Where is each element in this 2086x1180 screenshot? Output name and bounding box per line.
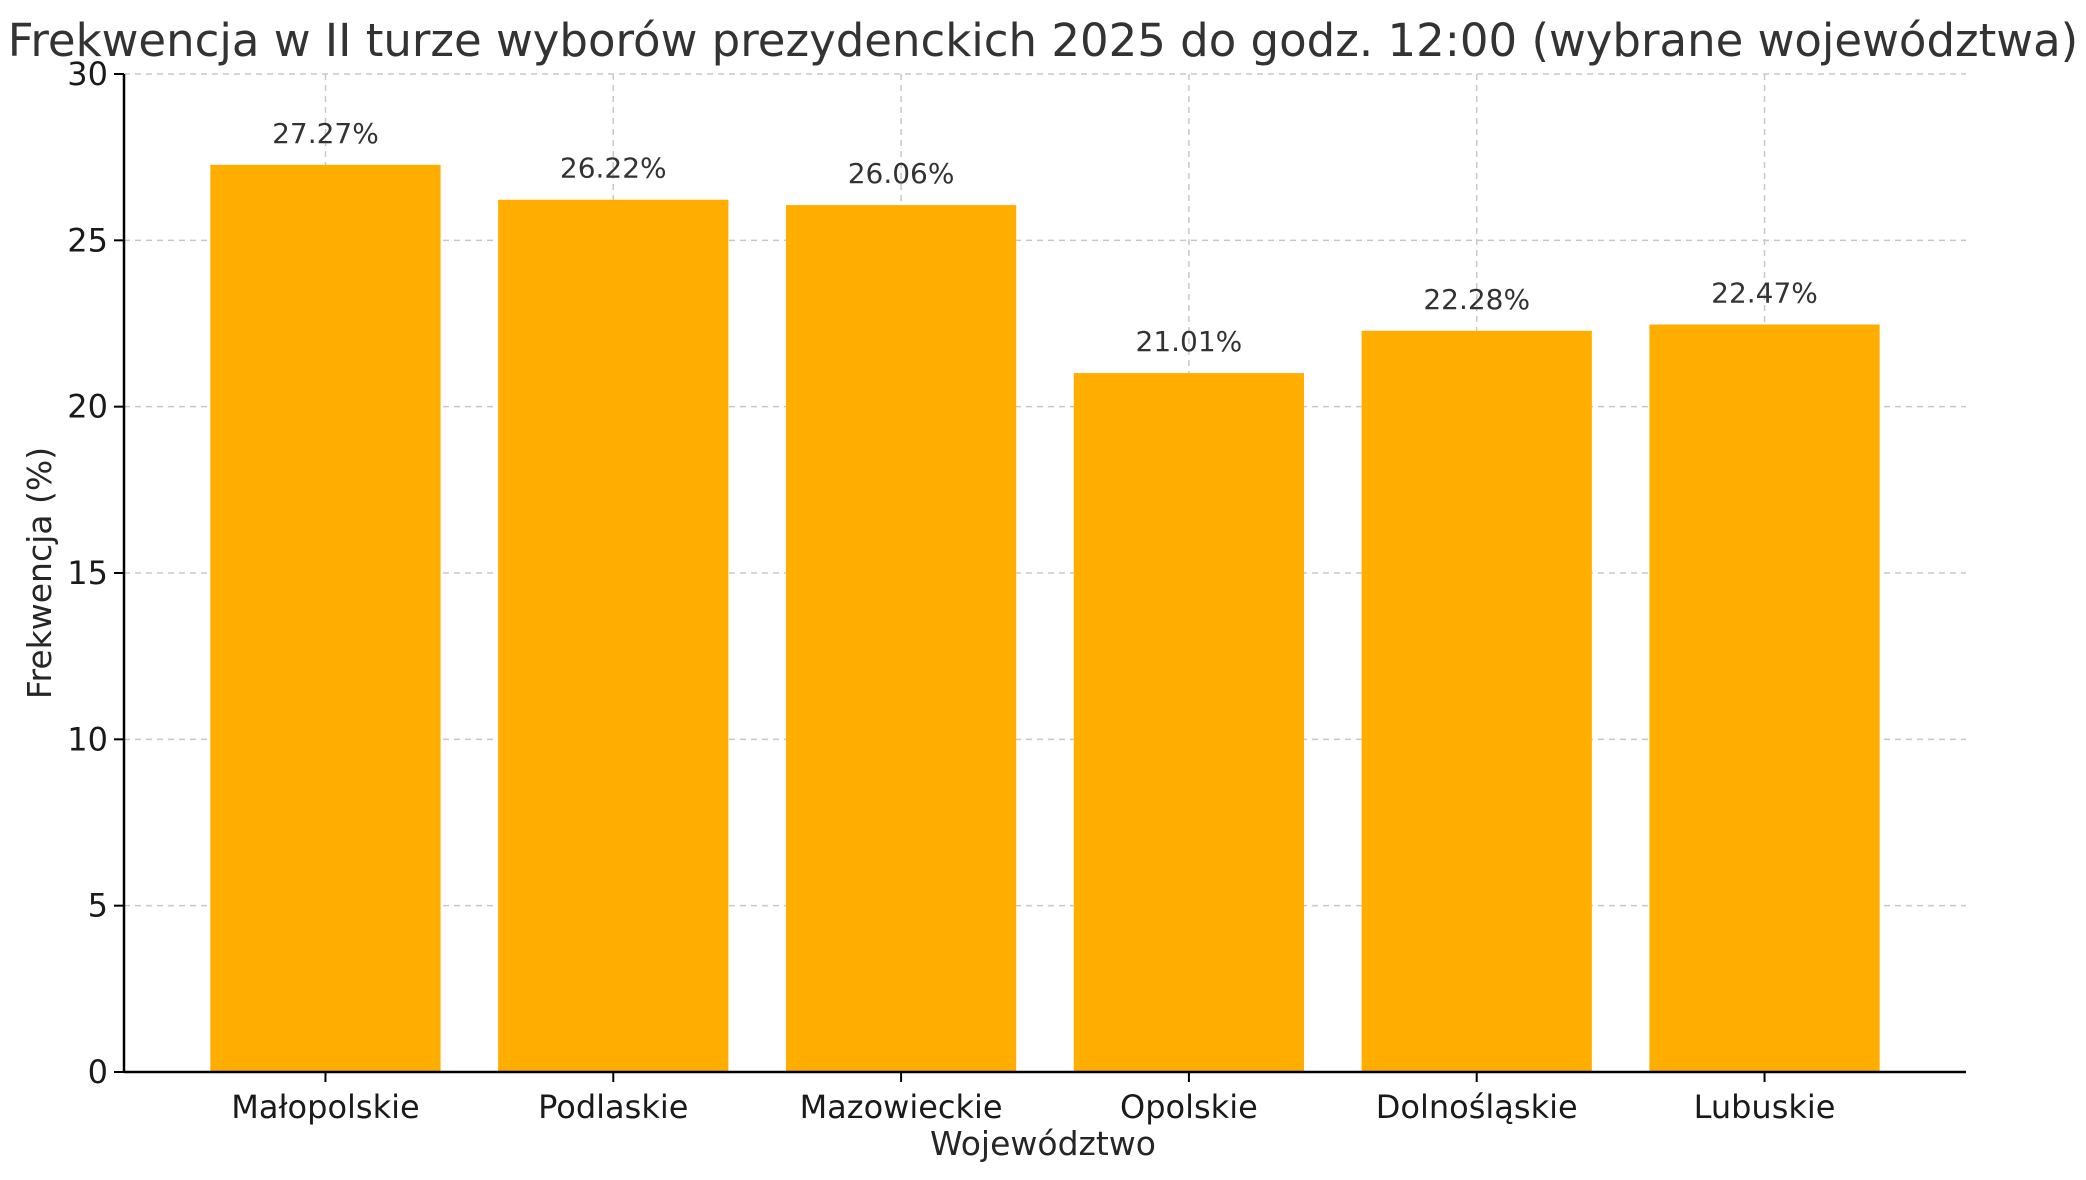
bar-data-label: 26.22%: [560, 152, 667, 185]
chart-title: Frekwencja w II turze wyborów prezydenck…: [8, 14, 2078, 67]
x-tick-label: Podlaskie: [538, 1088, 688, 1126]
x-tick-label: Lubuskie: [1694, 1088, 1836, 1126]
y-tick-label: 15: [67, 554, 108, 592]
bar: [210, 164, 441, 1072]
y-tick-label: 25: [67, 221, 108, 259]
y-tick-label: 0: [88, 1053, 108, 1091]
x-axis-title: Województwo: [930, 1124, 1156, 1163]
bar: [785, 205, 1017, 1072]
bar-data-label: 27.27%: [272, 117, 379, 150]
bar-data-label: 26.06%: [848, 157, 955, 190]
y-tick-label: 10: [67, 720, 108, 758]
x-tick-label: Dolnośląskie: [1376, 1088, 1578, 1126]
y-tick-label: 20: [67, 388, 108, 426]
bar: [498, 199, 729, 1073]
x-tick-label: Małopolskie: [231, 1088, 419, 1126]
bar-data-label: 21.01%: [1136, 325, 1243, 358]
data-labels: 27.27% 26.22% 26.06% 21.01% 22.28% 22.47%: [272, 117, 1818, 358]
y-tick-label: 5: [88, 887, 108, 925]
ticks: 0 5 10 15 20 25 30 Małopolskie Podlaskie Mazowiec…: [67, 55, 1835, 1126]
y-tick-label: 30: [67, 55, 108, 93]
x-tick-label: Opolskie: [1120, 1088, 1258, 1126]
bar: [1361, 330, 1592, 1072]
bar-data-label: 22.28%: [1423, 283, 1530, 316]
bar-data-label: 22.47%: [1711, 276, 1818, 309]
bar: [1073, 373, 1305, 1072]
bars: [210, 164, 1880, 1073]
bar: [1649, 324, 1880, 1072]
y-axis-title: Frekwencja (%): [20, 447, 59, 699]
x-tick-label: Mazowieckie: [800, 1088, 1003, 1126]
